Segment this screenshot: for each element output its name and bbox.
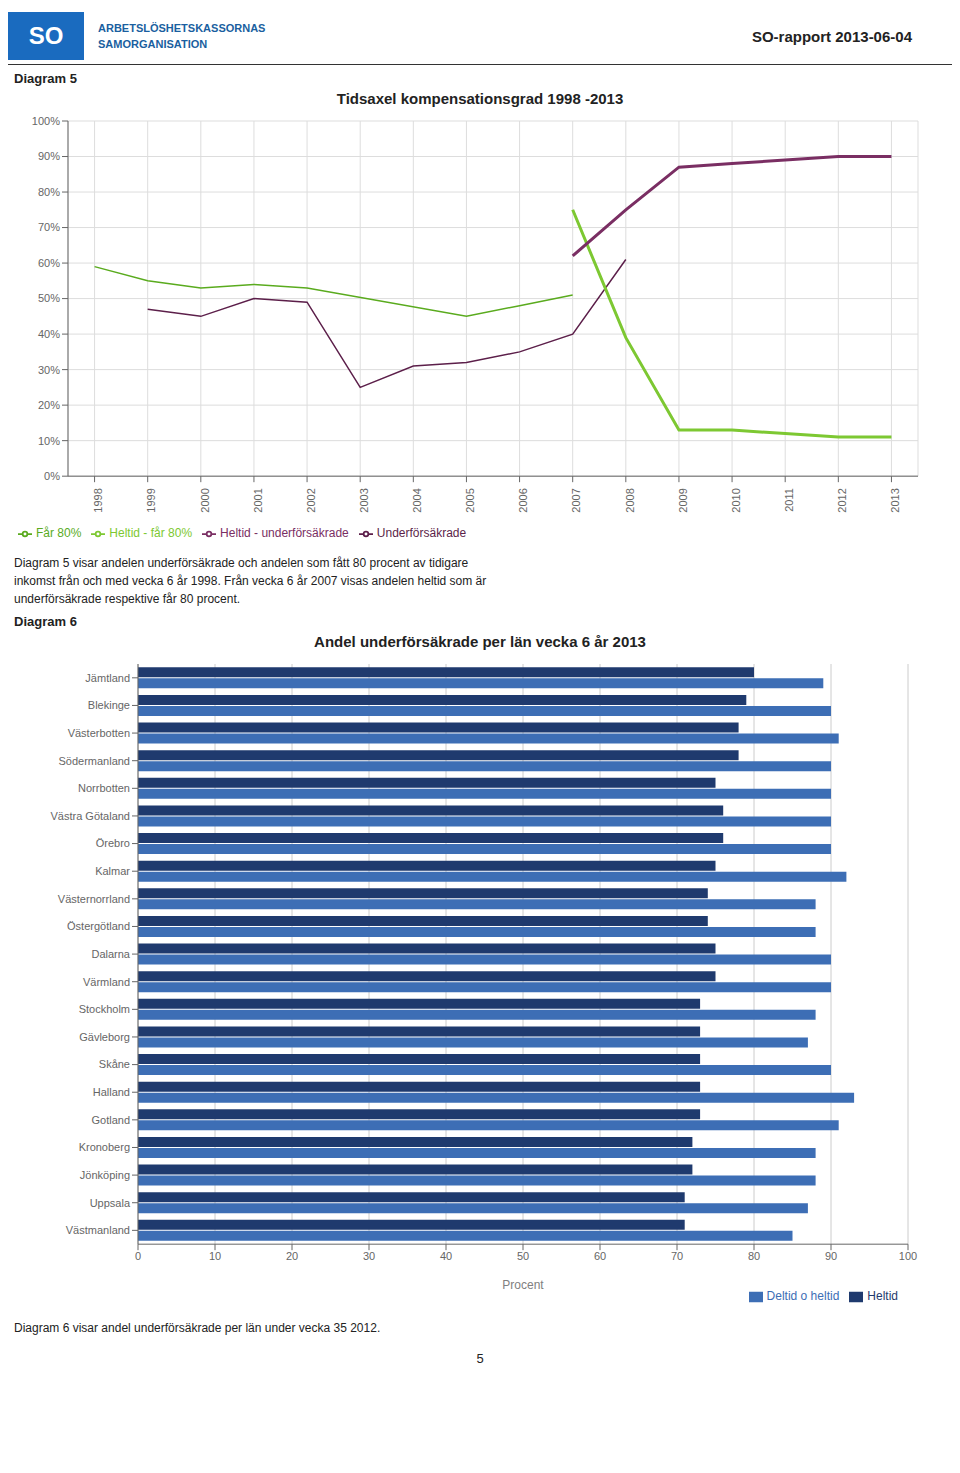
svg-text:2010: 2010 — [730, 488, 742, 512]
svg-text:Västra Götaland: Västra Götaland — [51, 810, 131, 822]
svg-text:Procent: Procent — [502, 1278, 544, 1292]
svg-text:2003: 2003 — [358, 488, 370, 512]
svg-text:Värmland: Värmland — [83, 976, 130, 988]
html-text:SO: SO — [28, 22, 64, 49]
svg-text:2002: 2002 — [305, 488, 317, 512]
svg-text:60: 60 — [594, 1250, 606, 1262]
html-text:Heltid - underförsäkrade: Heltid - underförsäkrade — [220, 526, 349, 541]
svg-text:2008: 2008 — [624, 488, 636, 512]
svg-text:70%: 70% — [38, 221, 60, 233]
svg-text:Västerbotten: Västerbotten — [68, 727, 130, 739]
html-text:SO-rapport 2013-06-04: SO-rapport 2013-06-04 — [751, 27, 912, 45]
svg-text:0: 0 — [135, 1250, 141, 1262]
svg-text:0%: 0% — [44, 470, 60, 482]
html-text:ARBETSLÖSHETSKASSORNAS: ARBETSLÖSHETSKASSORNAS — [98, 22, 266, 34]
svg-text:Stockholm: Stockholm — [79, 1003, 130, 1015]
svg-text:Gotland: Gotland — [91, 1114, 130, 1126]
svg-text:Jämtland: Jämtland — [85, 672, 130, 684]
svg-text:2006: 2006 — [517, 488, 529, 512]
html-text:Diagram 5 visar andelen underf: Diagram 5 visar andelen underförsäkrade … — [14, 556, 469, 570]
svg-text:Örebro: Örebro — [96, 837, 130, 849]
svg-text:Blekinge: Blekinge — [88, 699, 130, 711]
html-text:Diagram 6 visar andel underför: Diagram 6 visar andel underförsäkrade pe… — [14, 1321, 381, 1335]
svg-text:2001: 2001 — [252, 488, 264, 512]
svg-text:1999: 1999 — [145, 488, 157, 512]
svg-text:80%: 80% — [38, 186, 60, 198]
svg-text:2000: 2000 — [199, 488, 211, 512]
svg-text:40%: 40% — [38, 328, 60, 340]
svg-text:90: 90 — [825, 1250, 837, 1262]
svg-text:2005: 2005 — [464, 488, 476, 512]
html-text:Diagram 6: Diagram 6 — [14, 614, 77, 629]
svg-text:Kalmar: Kalmar — [95, 865, 130, 877]
html-text:underförsäkrade respektive får: underförsäkrade respektive får 80 procen… — [14, 592, 241, 606]
html-text:5: 5 — [476, 1351, 484, 1366]
html-text:Diagram 5: Diagram 5 — [14, 71, 77, 86]
svg-text:Jönköping: Jönköping — [80, 1169, 130, 1181]
svg-text:40: 40 — [440, 1250, 452, 1262]
svg-text:70: 70 — [671, 1250, 683, 1262]
svg-text:60%: 60% — [38, 257, 60, 269]
svg-text:2013: 2013 — [889, 488, 901, 512]
svg-text:Skåne: Skåne — [99, 1058, 130, 1070]
svg-text:100: 100 — [899, 1250, 917, 1262]
html-text:Får 80%: Får 80% — [36, 526, 82, 541]
svg-text:30: 30 — [363, 1250, 375, 1262]
svg-text:50: 50 — [517, 1250, 529, 1262]
svg-text:2011: 2011 — [783, 488, 795, 512]
svg-text:100%: 100% — [32, 115, 60, 127]
html-text:Heltid: Heltid — [867, 1289, 898, 1304]
svg-text:20%: 20% — [38, 399, 60, 411]
svg-text:Östergötland: Östergötland — [67, 920, 130, 932]
svg-text:10: 10 — [209, 1250, 221, 1262]
svg-text:2012: 2012 — [836, 488, 848, 512]
svg-text:Norrbotten: Norrbotten — [78, 782, 130, 794]
svg-text:30%: 30% — [38, 364, 60, 376]
html-text:Heltid - får 80%: Heltid - får 80% — [109, 526, 193, 541]
svg-text:Västmanland: Västmanland — [66, 1224, 130, 1236]
svg-text:10%: 10% — [38, 435, 60, 447]
html-text:Tidsaxel kompensationsgrad 199: Tidsaxel kompensationsgrad 1998 -2013 — [336, 90, 624, 107]
svg-text:Gävleborg: Gävleborg — [79, 1031, 130, 1043]
svg-text:90%: 90% — [38, 150, 60, 162]
svg-text:50%: 50% — [38, 292, 60, 304]
html-text:Underförsäkrade: Underförsäkrade — [376, 526, 467, 541]
svg-text:Södermanland: Södermanland — [58, 755, 130, 767]
svg-text:2004: 2004 — [411, 488, 423, 512]
svg-text:2009: 2009 — [677, 488, 689, 512]
html-text:Deltid o heltid: Deltid o heltid — [766, 1289, 840, 1304]
svg-text:Dalarna: Dalarna — [91, 948, 130, 960]
svg-text:2007: 2007 — [570, 488, 582, 512]
html-text:SAMORGANISATION: SAMORGANISATION — [98, 38, 208, 50]
html-text:inkomst från och med vecka 6 å: inkomst från och med vecka 6 år 1998. Fr… — [14, 574, 487, 588]
svg-text:1998: 1998 — [92, 488, 104, 512]
svg-text:Kronoberg: Kronoberg — [79, 1141, 130, 1153]
svg-text:Uppsala: Uppsala — [90, 1197, 131, 1209]
svg-text:80: 80 — [748, 1250, 760, 1262]
svg-text:20: 20 — [286, 1250, 298, 1262]
svg-text:Halland: Halland — [93, 1086, 130, 1098]
html-text:Andel underförsäkrade per län: Andel underförsäkrade per län vecka 6 år… — [314, 633, 646, 650]
svg-text:Västernorrland: Västernorrland — [58, 893, 130, 905]
